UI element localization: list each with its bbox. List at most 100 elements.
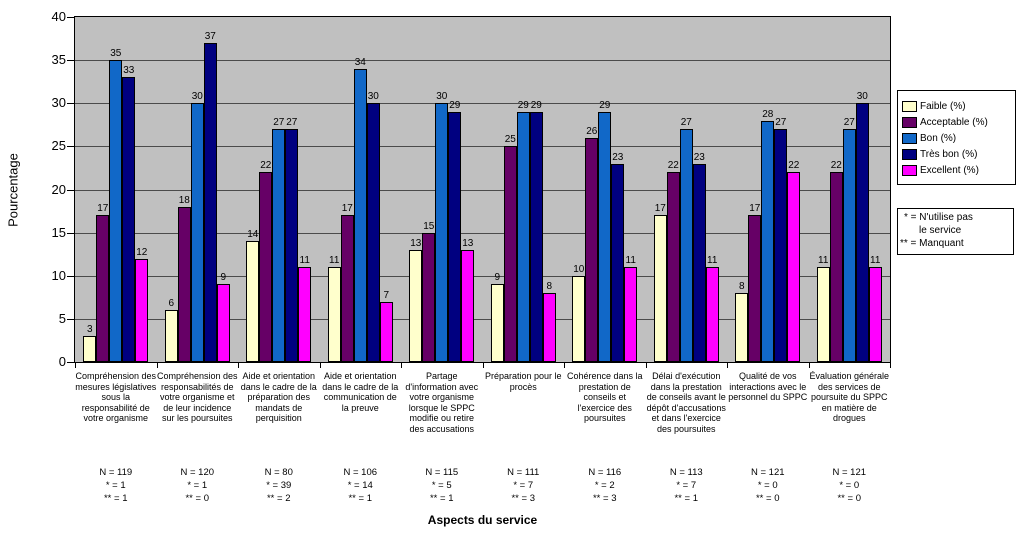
y-axis-title: Pourcentage (5, 153, 21, 227)
bar-value-label: 27 (286, 117, 298, 129)
bar-value-label: 35 (110, 48, 122, 60)
legend-swatch-tres-bon (902, 148, 917, 160)
legend-item-excellent: Excellent (%) (902, 162, 1011, 178)
annotation-line: * = 0 (757, 480, 778, 491)
y-axis-tick-label: 15 (51, 224, 66, 240)
bar-faible (409, 249, 423, 362)
bar-value-label: 30 (367, 91, 379, 103)
bar-tres-bon (366, 103, 380, 362)
bar-tres-bon (122, 77, 136, 362)
bar-value-label: 27 (680, 117, 692, 129)
bar-value-label: 29 (517, 99, 529, 111)
y-axis-tick (67, 362, 74, 363)
annotation-line: * = 39 (266, 480, 292, 491)
bar-tres-bon (855, 103, 869, 362)
annotation-line: ** = 1 (429, 493, 454, 504)
bar-value-label: 6 (168, 298, 175, 310)
category-label: Préparation pour le procès (484, 371, 562, 392)
annotation-line: * = 7 (676, 480, 697, 491)
bar-value-label: 11 (707, 255, 718, 267)
bar-value-label: 17 (654, 203, 666, 215)
legend-swatch-faible (902, 100, 917, 112)
bar-value-label: 33 (123, 65, 135, 77)
bar-value-label: 17 (97, 203, 109, 215)
annotation-line: ** = 0 (837, 493, 861, 504)
bar-value-label: 27 (273, 117, 285, 129)
y-axis-tick (67, 189, 74, 191)
bar-tres-bon (611, 163, 625, 362)
y-axis-tick (67, 318, 74, 320)
x-axis-tick (401, 363, 402, 368)
bar-value-label: 30 (436, 91, 448, 103)
bar-excellent (298, 267, 312, 362)
y-axis-tick-label: 5 (58, 310, 66, 326)
bar-value-label: 28 (762, 108, 774, 120)
bar-value-label: 22 (260, 160, 272, 172)
gridline (75, 189, 890, 191)
annotation-line: N = 80 (264, 467, 293, 478)
bar-tres-bon (692, 163, 706, 362)
bar-group: 8 17 28 27 22 (727, 17, 809, 362)
legend-swatch-bon (902, 132, 917, 144)
bar-value-label: 23 (693, 151, 705, 163)
bar-excellent (461, 249, 475, 362)
bar-acceptable (422, 232, 436, 362)
annotation-line: * = 7 (513, 480, 534, 491)
bar-acceptable (666, 172, 680, 362)
gridline (75, 103, 890, 105)
bar-value-label: 17 (749, 203, 761, 215)
annotation-line: N = 121 (750, 467, 785, 478)
bar-value-label: 25 (504, 134, 516, 146)
y-axis-tick-label: 40 (51, 9, 66, 24)
gridline (75, 146, 890, 148)
annotation-line: ** = 3 (592, 493, 617, 504)
bar-value-label: 29 (530, 99, 542, 111)
category-label: Cohérence dans la prestation de conseils… (566, 371, 643, 423)
category-label: Partage d'information avec votre organis… (405, 371, 479, 434)
bar-value-label: 7 (383, 289, 390, 301)
y-axis-tick (67, 146, 74, 148)
category-label: Qualité de vos interactions avec le pers… (728, 371, 808, 402)
bar-value-label: 14 (247, 229, 259, 241)
bar-value-label: 37 (204, 30, 216, 42)
bar-value-label: 9 (220, 272, 227, 284)
y-axis-tick-label: 0 (58, 354, 66, 369)
bar-value-label: 13 (410, 237, 422, 249)
x-axis-tick (564, 363, 565, 368)
bar-value-label: 8 (546, 281, 553, 292)
sample-size-annotation: N = 111 * = 7 ** = 3 (483, 466, 565, 505)
category-label: Aide et orientation dans le cadre de la … (240, 371, 317, 423)
bar-value-label: 11 (625, 255, 636, 267)
bar-acceptable (503, 146, 517, 362)
bar-acceptable (96, 215, 110, 362)
x-axis-tick (727, 363, 728, 368)
gridline (75, 232, 890, 234)
legend-label: Très bon (%) (920, 148, 978, 160)
annotation-line: ** = 2 (266, 493, 291, 504)
note-line: ** = Manquant (900, 238, 964, 249)
bar-value-label: 22 (667, 160, 679, 172)
legend-item-bon: Bon (%) (902, 130, 1011, 146)
annotation-line: N = 113 (669, 467, 703, 478)
y-axis-tick (67, 17, 74, 18)
bar-acceptable (748, 215, 762, 362)
bar-value-label: 22 (830, 160, 842, 172)
bar-group: 11 22 27 30 11 (809, 17, 891, 362)
annotation-line: N = 116 (588, 467, 622, 478)
bar-bon (272, 129, 286, 362)
legend-label: Bon (%) (920, 132, 957, 144)
bar-tres-bon (448, 111, 462, 362)
legend-label: Acceptable (%) (920, 116, 988, 128)
bar-excellent (379, 301, 393, 362)
legend-note-box: * = N'utilise pas le service ** = Manquant (897, 208, 1014, 255)
bar-value-label: 27 (843, 117, 855, 129)
bar-group: 3 17 35 33 12 (75, 17, 157, 362)
bar-faible (653, 215, 667, 362)
annotation-line: ** = 0 (755, 493, 780, 504)
annotation-line: ** = 1 (103, 493, 128, 504)
annotation-line: * = 1 (187, 480, 208, 491)
annotation-line: N = 121 (832, 467, 867, 478)
bar-acceptable (340, 215, 354, 362)
bar-value-label: 23 (612, 151, 624, 163)
x-axis-tick (808, 363, 810, 368)
